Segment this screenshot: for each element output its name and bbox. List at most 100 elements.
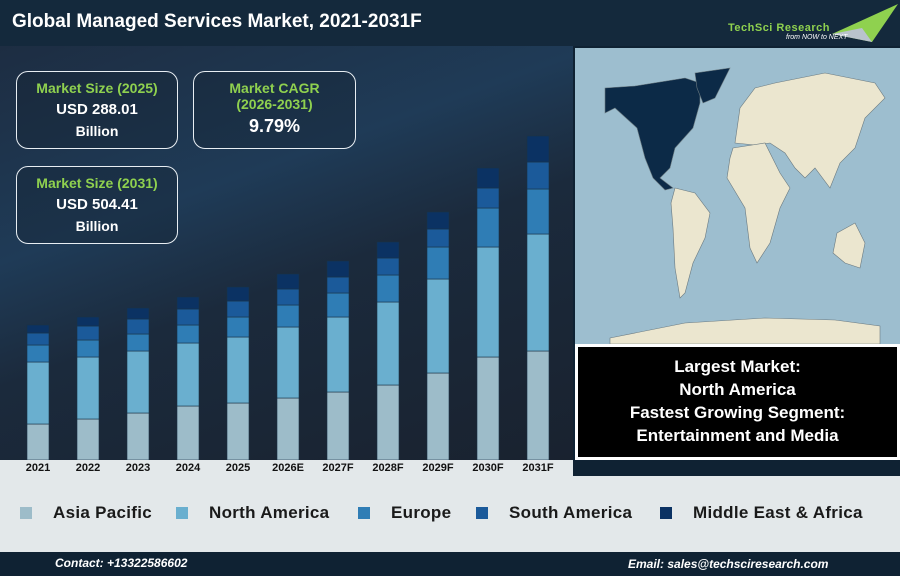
kpi-value: USD 504.41 xyxy=(56,196,138,213)
world-map-graphic xyxy=(604,67,886,345)
bar-segment-middle-east-africa-2029F xyxy=(426,211,450,230)
bar-segment-south-america-2028F xyxy=(376,257,400,276)
bar-segment-europe-2027F xyxy=(326,292,350,318)
kpi-value: 9.79% xyxy=(248,116,301,136)
bar-segment-north-america-2030F xyxy=(476,246,500,358)
map-eurasia xyxy=(734,72,886,189)
chart-area: Market Size (2025) USD 288.01 Billion Ma… xyxy=(0,46,573,460)
x-tick-label: 2028F xyxy=(372,462,404,474)
kpi-value: USD 288.01 xyxy=(56,101,138,118)
legend-item: Asia Pacific xyxy=(20,503,152,523)
x-tick-label: 2030F xyxy=(472,462,504,474)
bar-segment-asia-pacific-2025 xyxy=(226,402,250,460)
legend-label: North America xyxy=(209,503,330,522)
bar-segment-asia-pacific-2030F xyxy=(476,356,500,460)
logo-tagline: from NOW to NEXT xyxy=(786,34,848,41)
bar-segment-asia-pacific-2024 xyxy=(176,405,200,460)
map-south-america xyxy=(670,187,711,299)
kpi-label: Market CAGR xyxy=(229,80,320,96)
legend-label: Europe xyxy=(391,503,452,522)
kpi-label: Market Size (2025) xyxy=(36,80,158,96)
bar-segment-asia-pacific-2029F xyxy=(426,372,450,460)
bar-segment-north-america-2022 xyxy=(76,356,100,420)
bar-segment-europe-2030F xyxy=(476,207,500,248)
page-title: Global Managed Services Market, 2021-203… xyxy=(12,11,422,32)
bar-segment-south-america-2024 xyxy=(176,308,200,326)
legend-swatch xyxy=(476,507,488,519)
x-tick-label: 2026E xyxy=(272,462,304,474)
bar-segment-north-america-2027F xyxy=(326,316,350,393)
legend-label: Asia Pacific xyxy=(53,503,153,522)
kpi-unit: Billion xyxy=(75,123,119,139)
bar-segment-north-america-2031F xyxy=(526,233,550,352)
bar-segment-asia-pacific-2026E xyxy=(276,397,300,460)
bar-segment-middle-east-africa-2024 xyxy=(176,296,200,310)
largest-market-value: North America xyxy=(679,380,796,399)
x-tick-label: 2025 xyxy=(225,462,251,474)
kpi-market-cagr: Market CAGR (2026-2031) 9.79% xyxy=(193,71,356,149)
bar-segment-south-america-2023 xyxy=(126,318,150,335)
bar-segment-middle-east-africa-2023 xyxy=(126,307,150,320)
world-map xyxy=(575,48,900,345)
kpi-unit: Billion xyxy=(75,218,119,234)
map-africa xyxy=(726,142,791,264)
fastest-segment-value: Entertainment and Media xyxy=(636,426,839,445)
bar-segment-asia-pacific-2027F xyxy=(326,391,350,460)
legend-item: South America xyxy=(476,503,632,523)
bar-segment-south-america-2027F xyxy=(326,276,350,294)
bar-segment-europe-2028F xyxy=(376,274,400,303)
map-greenland xyxy=(694,67,731,104)
stacked-bar-chart xyxy=(26,135,550,460)
bar-segment-europe-2024 xyxy=(176,324,200,344)
bar-segment-north-america-2023 xyxy=(126,350,150,414)
legend-item: Middle East & Africa xyxy=(660,503,863,523)
bar-segment-north-america-2029F xyxy=(426,278,450,374)
kpi-label: Market Size (2031) xyxy=(36,175,158,191)
bar-segment-europe-2021 xyxy=(26,344,50,363)
bar-segment-south-america-2031F xyxy=(526,161,550,190)
bar-segment-asia-pacific-2023 xyxy=(126,412,150,460)
bar-segment-south-america-2029F xyxy=(426,228,450,248)
kpi-period: (2026-2031) xyxy=(236,96,313,112)
bar-segment-middle-east-africa-2030F xyxy=(476,167,500,189)
bar-segment-middle-east-africa-2031F xyxy=(526,135,550,163)
footer: Contact: +13322586602 Email: sales@techs… xyxy=(0,552,900,576)
bar-segment-middle-east-africa-2022 xyxy=(76,316,100,327)
legend-item: North America xyxy=(176,503,329,523)
bar-segment-north-america-2021 xyxy=(26,361,50,425)
bar-segment-europe-2025 xyxy=(226,316,250,338)
bar-segment-south-america-2030F xyxy=(476,187,500,209)
bar-segment-europe-2029F xyxy=(426,246,450,280)
kpi-market-size-2031: Market Size (2031) USD 504.41 Billion xyxy=(16,166,178,244)
legend-swatch xyxy=(176,507,188,519)
bar-segment-north-america-2025 xyxy=(226,336,250,404)
bar-segment-middle-east-africa-2025 xyxy=(226,286,250,302)
info-panel: Largest Market: North America Fastest Gr… xyxy=(575,344,900,460)
techsci-logo: TechSci Research from NOW to NEXT xyxy=(722,2,898,44)
legend-label: Middle East & Africa xyxy=(693,503,863,522)
legend-swatch xyxy=(358,507,370,519)
bar-segment-middle-east-africa-2026E xyxy=(276,273,300,290)
bar-segment-europe-2026E xyxy=(276,304,300,328)
bar-segment-asia-pacific-2022 xyxy=(76,418,100,460)
bar-segment-middle-east-africa-2021 xyxy=(26,324,50,334)
x-tick-label: 2021 xyxy=(25,462,51,474)
header: Global Managed Services Market, 2021-203… xyxy=(0,0,900,46)
legend-swatch xyxy=(660,507,672,519)
x-tick-label: 2027F xyxy=(322,462,354,474)
bar-segment-europe-2031F xyxy=(526,188,550,235)
bar-segment-asia-pacific-2021 xyxy=(26,423,50,460)
largest-market-label: Largest Market: xyxy=(674,357,801,376)
legend-item: Europe xyxy=(358,503,451,523)
legend-label: South America xyxy=(509,503,633,522)
bar-segment-north-america-2024 xyxy=(176,342,200,407)
contact-phone: Contact: +13322586602 xyxy=(55,556,188,570)
bar-segment-middle-east-africa-2028F xyxy=(376,241,400,259)
x-tick-label: 2029F xyxy=(422,462,454,474)
bar-segment-north-america-2028F xyxy=(376,301,400,386)
bar-segment-europe-2023 xyxy=(126,333,150,352)
bar-segment-south-america-2025 xyxy=(226,300,250,318)
bar-segment-south-america-2026E xyxy=(276,288,300,306)
logo-brand: TechSci Research xyxy=(728,22,830,34)
map-north-america xyxy=(604,77,701,191)
